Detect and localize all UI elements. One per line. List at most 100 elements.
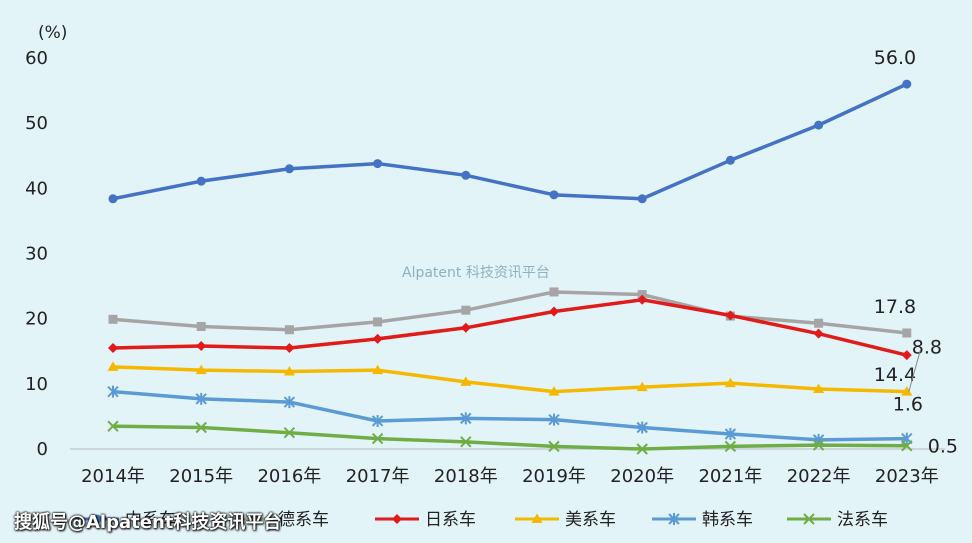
data-point xyxy=(814,318,824,328)
data-point xyxy=(372,364,384,375)
data-point xyxy=(636,381,648,392)
y-unit-label: (%) xyxy=(38,23,67,43)
data-point xyxy=(461,305,471,315)
data-point xyxy=(284,164,294,174)
series-line xyxy=(112,290,907,335)
label-leader-line xyxy=(908,348,922,392)
series-diamond xyxy=(108,294,912,361)
data-point xyxy=(901,386,913,396)
data-point xyxy=(460,376,472,386)
data-point xyxy=(637,194,647,204)
data-point xyxy=(461,170,471,180)
series-line xyxy=(112,365,907,394)
legend: 中系车 德系车 日系车 美系车 韩系车 法系车 xyxy=(75,510,888,530)
x-tick-label: 2014年 xyxy=(81,466,145,487)
data-point xyxy=(284,325,294,335)
series-triangle xyxy=(107,361,913,396)
data-point xyxy=(902,79,912,89)
data-point xyxy=(549,287,559,297)
series-line xyxy=(112,424,907,451)
data-point xyxy=(196,341,207,352)
data-point xyxy=(549,190,559,200)
y-tick-label: 20 xyxy=(25,309,48,330)
x-tick-label: 2022年 xyxy=(787,466,851,487)
y-tick-label: 10 xyxy=(25,374,48,395)
data-point xyxy=(724,377,736,388)
data-point xyxy=(371,432,384,445)
data-point xyxy=(901,350,912,361)
x-tick-label: 2017年 xyxy=(346,466,410,487)
data-point xyxy=(724,440,737,453)
end-value-label: 56.0 xyxy=(874,47,916,69)
series-square xyxy=(108,287,912,338)
series-lines xyxy=(107,79,913,455)
y-tick-label: 0 xyxy=(37,439,48,460)
data-point xyxy=(284,342,295,353)
footer-watermark: 搜狐号@Alpatent科技资讯平台 xyxy=(14,512,282,533)
end-value-label: 14.4 xyxy=(874,364,916,386)
data-point xyxy=(901,440,913,452)
series-line xyxy=(112,389,907,442)
end-value-labels: 56.0 17.8 14.4 8.8 1.60.5 xyxy=(874,47,958,458)
data-point xyxy=(283,427,296,439)
y-tick-label: 30 xyxy=(25,244,48,265)
data-point xyxy=(108,314,118,324)
end-value-label: 8.8 xyxy=(912,337,942,359)
series-asterisk xyxy=(107,385,913,446)
data-point xyxy=(724,428,737,441)
data-point xyxy=(636,443,648,455)
series-line xyxy=(112,298,908,357)
data-point xyxy=(245,514,255,524)
x-tick-label: 2018年 xyxy=(434,466,498,487)
data-point xyxy=(637,290,647,300)
legend-item: 韩系车 xyxy=(652,510,753,530)
legend-item: 美系车 xyxy=(515,510,616,530)
y-tick-label: 60 xyxy=(25,48,48,69)
data-point xyxy=(460,412,472,425)
x-tick-label: 2016年 xyxy=(257,466,321,487)
chart-watermark: Alpatent 科技资讯平台 xyxy=(402,265,550,281)
legend-label: 韩系车 xyxy=(702,510,753,530)
data-point xyxy=(373,159,383,169)
series-circle xyxy=(108,79,912,204)
data-point xyxy=(283,365,295,376)
x-tick-label: 2019年 xyxy=(522,466,586,487)
data-point xyxy=(392,514,402,524)
data-point xyxy=(531,513,543,523)
x-tick-label: 2015年 xyxy=(169,466,233,487)
data-point xyxy=(548,440,560,453)
data-point xyxy=(108,194,118,204)
end-value-label: 17.8 xyxy=(874,296,916,318)
data-point xyxy=(813,328,824,339)
legend-item: 日系车 xyxy=(375,510,476,530)
end-value-label: 0.5 xyxy=(928,436,958,458)
data-point xyxy=(196,321,206,331)
legend-item: 法系车 xyxy=(787,510,888,530)
data-point xyxy=(372,333,383,344)
legend-label: 法系车 xyxy=(837,510,888,530)
data-point xyxy=(371,414,384,427)
data-point xyxy=(283,396,296,409)
data-point xyxy=(195,421,207,434)
x-tick-label: 2021年 xyxy=(698,466,762,487)
legend-item: 德系车 xyxy=(228,510,329,530)
legend-label: 德系车 xyxy=(278,510,329,530)
series-x xyxy=(107,420,913,455)
y-tick-label: 50 xyxy=(25,113,48,134)
data-point xyxy=(373,317,383,327)
legend-label: 美系车 xyxy=(565,510,616,530)
data-point xyxy=(460,322,471,333)
data-point xyxy=(460,436,472,448)
data-point xyxy=(107,361,119,371)
legend-label: 日系车 xyxy=(425,510,476,530)
data-point xyxy=(902,328,912,338)
data-point xyxy=(812,439,825,451)
data-point xyxy=(108,342,118,353)
series-line xyxy=(112,82,908,201)
data-point xyxy=(803,513,815,525)
x-tick-label: 2023年 xyxy=(875,466,939,487)
data-point xyxy=(548,413,560,426)
data-point xyxy=(195,364,207,375)
data-point xyxy=(549,306,559,317)
end-value-label: 1.6 xyxy=(893,394,923,416)
